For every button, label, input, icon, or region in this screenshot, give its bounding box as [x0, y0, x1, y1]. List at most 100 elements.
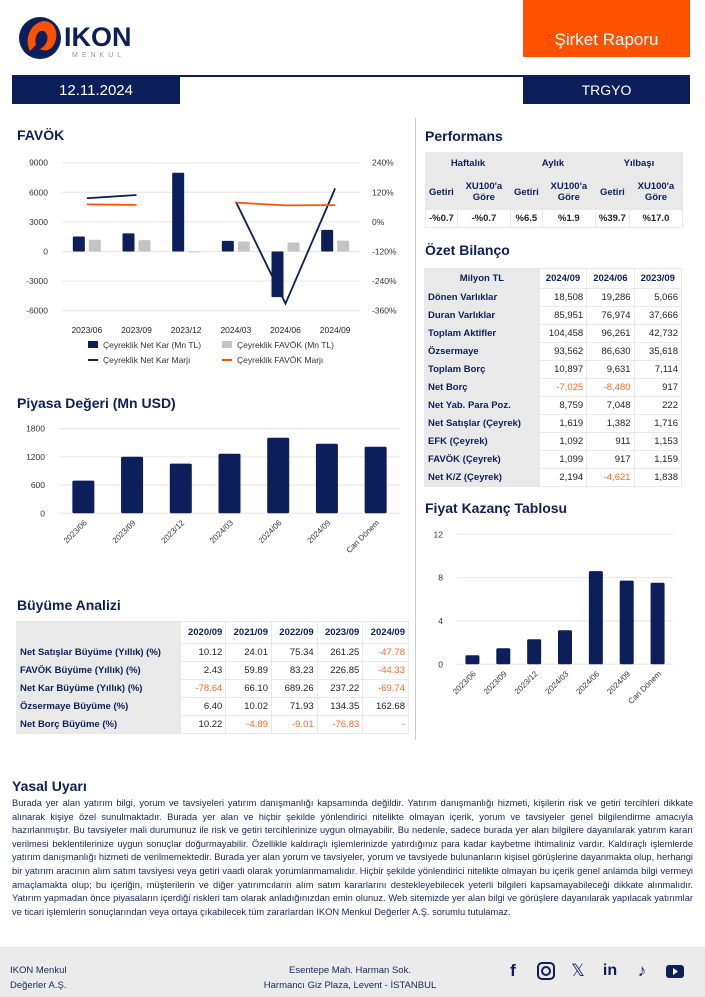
bilanco-cell: 1,153 — [634, 433, 681, 450]
bilanco-row: Net K/Z (Çeyrek) 2,194 -4,621 1,838 — [425, 469, 681, 486]
bilanco-row: Net Yab. Para Poz. 8,759 7,048 222 — [425, 397, 681, 414]
buyume-cell: 10.12 — [180, 644, 226, 661]
perf-subheader: XU100'a Göre — [629, 175, 682, 209]
perf-period-header: Haftalık — [426, 153, 510, 174]
y2-tick-label: 240% — [372, 158, 394, 168]
buyume-cell: 261.25 — [317, 644, 363, 661]
bar — [465, 655, 480, 665]
buyume-header: 2021/09 — [226, 622, 271, 643]
perf-subheader: Getiri — [426, 175, 457, 209]
y-tick-label: -3000 — [26, 276, 48, 286]
bilanco-cell: 35,618 — [634, 343, 681, 360]
bilanco-cell: 9,631 — [587, 361, 634, 378]
disclaimer-title: Yasal Uyarı — [12, 778, 87, 794]
x-tick-label: 2024/06 — [270, 325, 301, 335]
perf-value: %39.7 — [595, 210, 629, 227]
line-net-kar-marji — [86, 187, 336, 306]
legend-swatch — [88, 341, 98, 348]
bilanco-row-label: Dönen Varlıklar — [425, 289, 539, 306]
y2-tick-label: 0% — [372, 217, 385, 227]
bilanco-cell: 76,974 — [587, 307, 634, 324]
x-tick-label: 2024/09 — [306, 518, 333, 545]
buyume-row: Net Borç Büyüme (%) 10.22 -4.89 -9.01 -76.83… — [17, 716, 408, 733]
x-tick-label: Cari Dönem — [345, 518, 382, 555]
bar — [169, 463, 192, 514]
brand-text: IKON — [64, 22, 132, 52]
legend-swatch — [222, 341, 232, 348]
ikon-logo: IKON MENKUL — [18, 13, 158, 63]
y2-tick-label: 120% — [372, 187, 394, 197]
footer-company-line2: Değerler A.Ş. — [10, 980, 67, 991]
buyume-cell: 66.10 — [226, 680, 271, 697]
bar — [650, 582, 665, 665]
facebook-icon[interactable]: f — [510, 961, 516, 980]
bilanco-row: Toplam Aktifler 104,458 96,261 42,732 — [425, 325, 681, 342]
bar — [527, 639, 542, 665]
buyume-header: 2020/09 — [180, 622, 226, 643]
buyume-cell: -4.89 — [226, 716, 271, 733]
y-tick-label: 6000 — [29, 187, 48, 197]
bilanco-cell: 917 — [634, 379, 681, 396]
bilanco-row-label: Net Satışlar (Çeyrek) — [425, 415, 539, 432]
buyume-cell: 2.43 — [180, 662, 226, 679]
legend-label: Çeyreklik FAVÖK (Mn TL) — [237, 340, 334, 350]
youtube-icon[interactable] — [665, 961, 685, 981]
bar — [315, 443, 338, 514]
x-tick-label: 2023/12 — [513, 669, 540, 696]
bilanco-cell: 1,159 — [634, 451, 681, 468]
tiktok-icon[interactable]: ♪ — [637, 961, 647, 980]
buyume-row: FAVÖK Büyüme (Yıllık) (%) 2.43 59.89 83.23 2… — [17, 662, 408, 679]
linkedin-icon[interactable]: in — [602, 962, 618, 979]
bar — [121, 456, 144, 514]
bilanco-title: Özet Bilanço — [425, 242, 510, 258]
bilanco-cell: 1,382 — [587, 415, 634, 432]
buyume-cell: -44.33 — [363, 662, 408, 679]
buyume-cell: -47.78 — [363, 644, 408, 661]
bilanco-header: 2024/06 — [587, 269, 634, 288]
perf-value: %17.0 — [629, 210, 682, 227]
bilanco-cell: 7,114 — [634, 361, 681, 378]
bilanco-cell: 1,092 — [539, 433, 587, 450]
buyume-cell: - — [363, 716, 408, 733]
buyume-cell: 24.01 — [226, 644, 271, 661]
bar — [496, 648, 511, 665]
bar — [588, 571, 603, 665]
bilanco-row-label: Net K/Z (Çeyrek) — [425, 469, 539, 486]
perf-subheader: XU100'a Göre — [542, 175, 595, 209]
bar-net-kar — [72, 236, 85, 252]
perf-subheader: Getiri — [595, 175, 629, 209]
piyasa-degeri-chart: 1800 1200 600 0 2023/06 2023/09 2023/12 2024/03… — [26, 424, 400, 555]
buyume-cell: 226.85 — [317, 662, 363, 679]
legend-label: Çeyreklik FAVÖK Marjı — [237, 355, 323, 365]
buyume-cell: -76.83 — [317, 716, 363, 733]
perf-subheader: XU100'a Göre — [457, 175, 510, 209]
bilanco-cell: 911 — [587, 433, 634, 450]
buyume-cell: -9.01 — [271, 716, 317, 733]
bilanco-row-label: Özsermaye — [425, 343, 539, 360]
footer-company-line1: IKON Menkul — [10, 965, 67, 976]
buyume-cell: 83.23 — [271, 662, 317, 679]
x-tick-label: 2023/09 — [482, 669, 509, 696]
y-tick-label: 0 — [43, 247, 48, 257]
bilanco-cell: -8,480 — [587, 379, 634, 396]
bilanco-cell: 8,759 — [539, 397, 587, 414]
y-tick-label: 8 — [438, 573, 443, 583]
bilanco-cell: 104,458 — [539, 325, 587, 342]
buyume-row: Özsermaye Büyüme (%) 6.40 10.02 71.93 134.35… — [17, 698, 408, 715]
bilanco-cell: 19,286 — [587, 289, 634, 306]
fiyat-kazanc-chart: 12 8 4 0 2023/06 2023/09 2023/12 2024/03 2024/06… — [434, 529, 673, 706]
bar-favok — [188, 251, 201, 253]
bilanco-cell: 86,630 — [587, 343, 634, 360]
bar-favok — [138, 240, 151, 252]
perf-subheader: Getiri — [510, 175, 542, 209]
buyume-header: 2023/09 — [317, 622, 363, 643]
bilanco-row: Toplam Borç 10,897 9,631 7,114 — [425, 361, 681, 378]
y-tick-label: 0 — [438, 659, 443, 669]
buyume-row-label: FAVÖK Büyüme (Yıllık) (%) — [17, 662, 180, 679]
x-icon[interactable]: 𝕏 — [571, 961, 585, 980]
instagram-icon[interactable] — [536, 961, 556, 981]
bar-net-kar — [172, 172, 185, 252]
buyume-row-label: Özsermaye Büyüme (%) — [17, 698, 180, 715]
bar-favok — [287, 242, 300, 252]
fk-title: Fiyat Kazanç Tablosu — [425, 500, 568, 516]
